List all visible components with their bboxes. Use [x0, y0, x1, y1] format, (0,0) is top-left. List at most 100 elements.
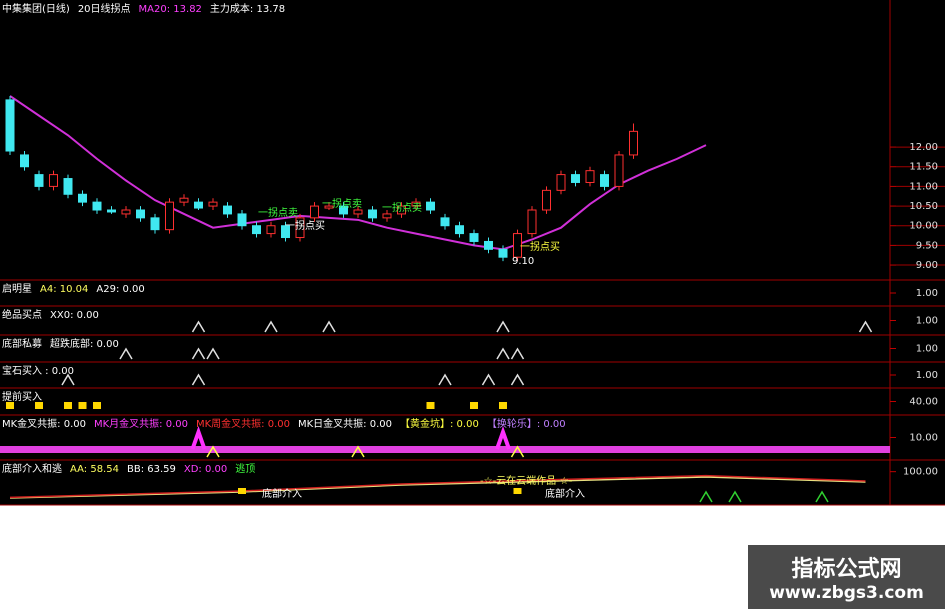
- watermark-url: www.zbgs3.com: [769, 583, 924, 603]
- signal-marker: [495, 425, 511, 450]
- y-tick-label: 12.00: [909, 142, 938, 153]
- candle-body: [223, 205, 232, 215]
- signal-marker: [481, 373, 496, 386]
- candle-body: [542, 189, 551, 211]
- signal-marker: [119, 347, 133, 360]
- y-tick-label: 1.00: [916, 316, 938, 327]
- signal-marker: [728, 490, 742, 503]
- signal-marker: [264, 320, 278, 333]
- candle-body: [571, 174, 580, 183]
- signal-marker: [238, 488, 246, 494]
- signal-marker: [322, 320, 336, 333]
- signal-marker: [206, 445, 220, 458]
- line: [9, 95, 707, 251]
- candle-body: [411, 201, 421, 207]
- watermark-title: 指标公式网: [791, 557, 902, 582]
- panel-label: MK月金叉共振: 0.00: [94, 417, 188, 430]
- annotation: 一拐点卖: [258, 206, 298, 219]
- band: [0, 446, 890, 453]
- panel-label: A29: 0.00: [96, 284, 144, 295]
- panel-label: 底部私募: [2, 337, 42, 350]
- candle-body: [353, 209, 363, 215]
- candle-body: [295, 217, 305, 239]
- candle-body: [49, 174, 58, 187]
- panel-label: 超跌底部: 0.00: [50, 337, 119, 350]
- candle-body: [194, 201, 203, 209]
- candle-body: [614, 154, 624, 187]
- candle-body: [368, 209, 377, 219]
- panel-label: 【黄金坑】: 0.00: [400, 417, 479, 430]
- background: [0, 0, 945, 505]
- candle-body: [150, 217, 160, 231]
- panel-label: MK日金叉共振: 0.00: [298, 417, 392, 430]
- annotation: 一拐点卖: [382, 201, 422, 214]
- y-tick-label: 1.00: [916, 370, 938, 381]
- panel-label: MA20: 13.82: [139, 4, 202, 15]
- annotation: 底部介入: [262, 487, 302, 500]
- panel-label: 宝石买入 : 0.00: [2, 364, 74, 377]
- candle-body: [469, 233, 479, 242]
- candle-body: [513, 233, 522, 258]
- signal-marker: [815, 490, 829, 503]
- candle-body: [107, 209, 116, 213]
- signal-marker: [191, 373, 206, 386]
- y-tick-label: 40.00: [909, 397, 938, 408]
- y-tick-label: 100.00: [903, 467, 938, 478]
- panel-label: MK周金叉共振: 0.00: [196, 417, 290, 430]
- y-tick-label: 11.50: [909, 162, 938, 173]
- signal-marker: [426, 402, 435, 409]
- signal-marker: [93, 402, 101, 409]
- candle-body: [585, 170, 595, 183]
- line: [9, 474, 866, 499]
- signal-marker: [496, 347, 510, 360]
- panel-label: 中集集团(日线): [2, 2, 70, 15]
- y-tick-label: 10.00: [909, 221, 938, 232]
- annotation: 底部介入: [545, 487, 585, 500]
- signal-marker: [61, 373, 75, 386]
- candle-body: [310, 205, 319, 219]
- annotation: 一拐点买: [520, 240, 560, 253]
- candle-body: [78, 193, 87, 203]
- candle-body: [484, 240, 493, 250]
- candle-body: [121, 209, 131, 215]
- candle-body: [397, 205, 406, 215]
- signal-marker: [191, 347, 206, 360]
- panel-label: BB: 63.59: [127, 464, 176, 475]
- line: [9, 476, 866, 499]
- signal-marker: [64, 402, 72, 409]
- signal-marker: [438, 373, 452, 386]
- candle-body: [556, 174, 566, 191]
- panel-label: 提前买入: [2, 390, 42, 403]
- candle-body: [5, 99, 15, 152]
- annotation: 9.10: [512, 256, 534, 267]
- signal-marker: [6, 402, 14, 409]
- signal-marker: [191, 320, 206, 333]
- watermark: 指标公式网 www.zbgs3.com: [748, 545, 945, 609]
- panel-label: 逃顶: [235, 462, 255, 475]
- signal-marker: [510, 445, 525, 458]
- signal-marker: [206, 347, 220, 360]
- candle-body: [92, 201, 102, 211]
- candle-body: [63, 178, 73, 195]
- candle-body: [382, 213, 392, 219]
- y-tick-label: 10.00: [909, 433, 938, 444]
- candle-body: [165, 201, 174, 231]
- y-tick-label: 1.00: [916, 344, 938, 355]
- signal-marker: [35, 402, 43, 409]
- panel-label: 【换轮乐】: 0.00: [487, 417, 566, 430]
- candle-body: [281, 225, 290, 239]
- annotation: 一拐点卖: [322, 197, 362, 210]
- y-tick-label: 11.00: [909, 181, 938, 192]
- y-tick-label: 9.50: [916, 240, 938, 251]
- signal-marker: [499, 402, 507, 409]
- signal-marker: [510, 347, 525, 360]
- panel-label: 绝品买点: [2, 308, 42, 321]
- candle-body: [600, 174, 609, 187]
- candle-body: [339, 205, 348, 215]
- candle-body: [426, 201, 435, 211]
- candle-body: [252, 225, 261, 235]
- signal-marker: [190, 425, 207, 450]
- signal-marker: [513, 488, 522, 494]
- panel-label: AA: 58.54: [70, 464, 119, 475]
